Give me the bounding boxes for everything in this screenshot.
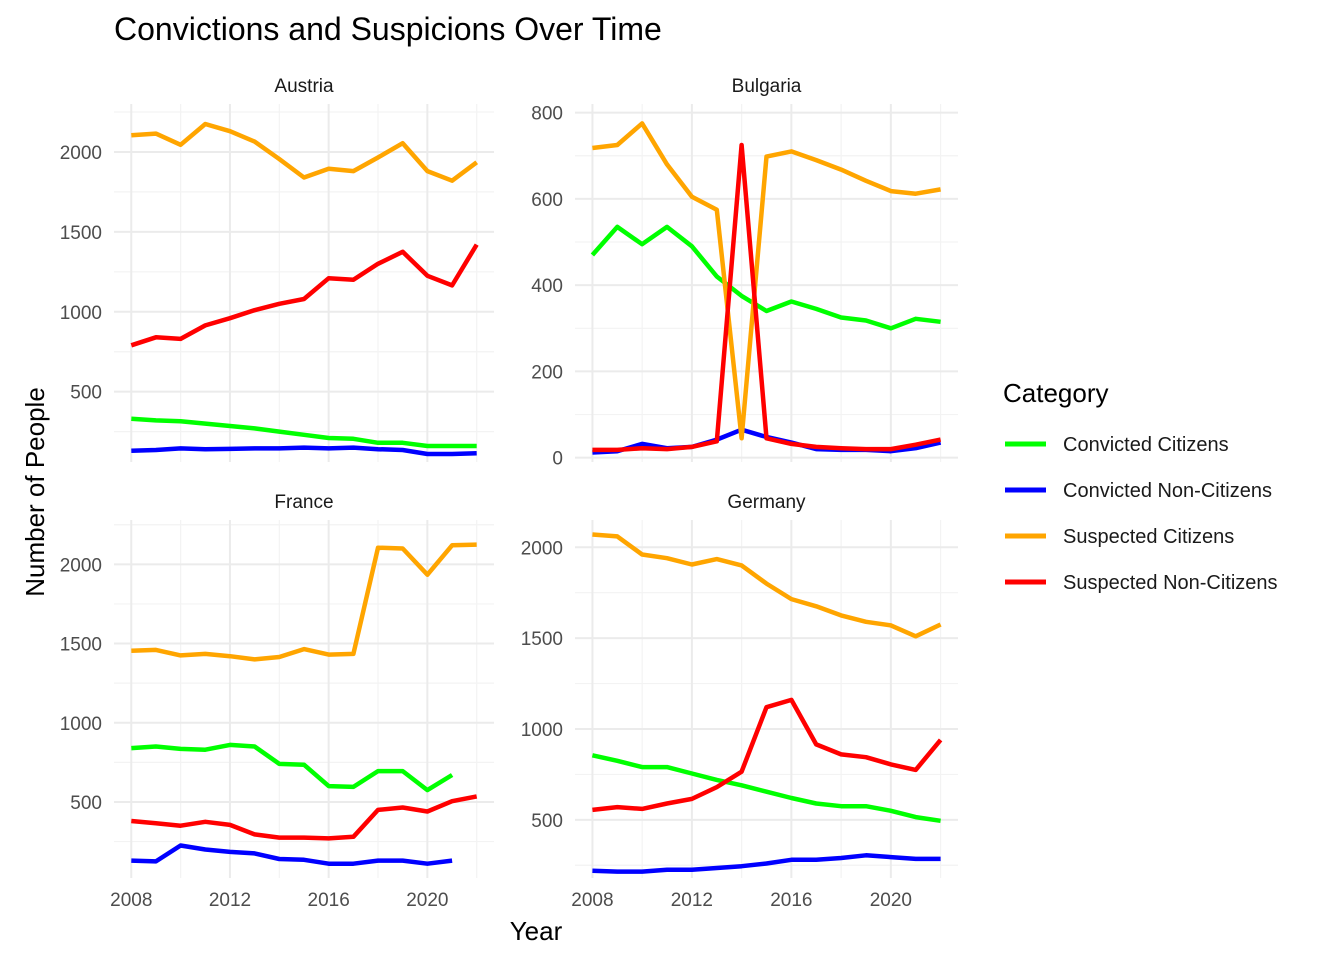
legend-label-suspected-citizens: Suspected Citizens xyxy=(1063,526,1234,548)
y-tick-label: 1500 xyxy=(60,223,102,244)
legend: Category Convicted Citizens Convicted Non… xyxy=(1003,378,1278,594)
series-line-bulgaria-suspected-citizens xyxy=(592,121,941,441)
series-line-austria-convicted-non-citizens xyxy=(131,445,477,457)
series-line-bulgaria-convicted-citizens xyxy=(590,224,941,331)
y-tick-label: 200 xyxy=(531,362,563,383)
x-tick-label: 2012 xyxy=(209,890,251,911)
y-tick-label: 500 xyxy=(70,383,102,404)
series-line-bulgaria-suspected-non-citizens xyxy=(592,142,942,453)
panel-germany: Germany 500 1000 1500 2000 2008 2012 2016 2020 xyxy=(521,492,958,911)
y-tick-label: 1000 xyxy=(60,714,102,735)
panel-austria: Austria 500 1000 1500 2000 xyxy=(60,76,494,462)
y-tick-label: 800 xyxy=(531,104,563,125)
y-tick-label: 1000 xyxy=(521,720,563,741)
x-tick-label: 2020 xyxy=(870,890,912,911)
series-line-germany-convicted-non-citizens xyxy=(592,853,941,874)
y-tick-label: 2000 xyxy=(60,143,102,164)
panel-title-france: France xyxy=(274,492,333,513)
y-axis-title: Number of People xyxy=(20,387,50,597)
series-line-germany-suspected-non-citizens xyxy=(592,697,943,813)
panels: Austria 500 1000 1500 2000 Bulgaria 0 200 400 600… xyxy=(60,76,958,911)
x-tick-label: 2020 xyxy=(406,890,448,911)
y-tick-label: 500 xyxy=(531,811,563,832)
x-tick-label: 2008 xyxy=(110,890,152,911)
y-tick-label: 500 xyxy=(70,793,102,814)
x-axis-title: Year xyxy=(510,916,563,946)
series-line-austria-suspected-citizens xyxy=(131,121,479,183)
panel-title-bulgaria: Bulgaria xyxy=(732,76,802,97)
series-line-france-suspected-citizens xyxy=(131,542,477,662)
series-line-austria-suspected-non-citizens xyxy=(130,243,479,348)
panel-title-austria: Austria xyxy=(274,76,334,97)
series-line-germany-convicted-citizens xyxy=(591,753,941,824)
legend-label-convicted-non-citizens: Convicted Non-Citizens xyxy=(1063,480,1272,502)
y-tick-label: 600 xyxy=(531,190,563,211)
y-tick-label: 1500 xyxy=(521,629,563,650)
panel-title-germany: Germany xyxy=(727,492,806,513)
y-tick-label: 1000 xyxy=(60,303,102,324)
chart-title: Convictions and Suspicions Over Time xyxy=(114,11,662,47)
x-tick-label: 2008 xyxy=(571,890,613,911)
legend-label-suspected-non-citizens: Suspected Non-Citizens xyxy=(1063,572,1278,594)
series-line-germany-suspected-citizens xyxy=(592,532,942,639)
x-tick-label: 2016 xyxy=(770,890,812,911)
y-tick-label: 1500 xyxy=(60,635,102,656)
series-line-austria-convicted-citizens xyxy=(131,416,477,449)
series-line-france-suspected-non-citizens xyxy=(131,794,478,841)
y-tick-label: 2000 xyxy=(521,538,563,559)
legend-label-convicted-citizens: Convicted Citizens xyxy=(1063,434,1229,456)
x-tick-label: 2016 xyxy=(308,890,350,911)
y-tick-label: 0 xyxy=(552,449,563,470)
legend-title: Category xyxy=(1003,378,1109,408)
panel-france: France 500 1000 1500 2000 2008 2012 2016 2020 xyxy=(60,492,494,911)
y-tick-label: 400 xyxy=(531,276,563,297)
series-line-france-convicted-citizens xyxy=(131,742,454,793)
y-tick-label: 2000 xyxy=(60,555,102,576)
series-line-france-convicted-non-citizens xyxy=(131,843,453,866)
x-tick-label: 2012 xyxy=(671,890,713,911)
panel-bulgaria: Bulgaria 0 200 400 600 800 xyxy=(531,76,958,470)
